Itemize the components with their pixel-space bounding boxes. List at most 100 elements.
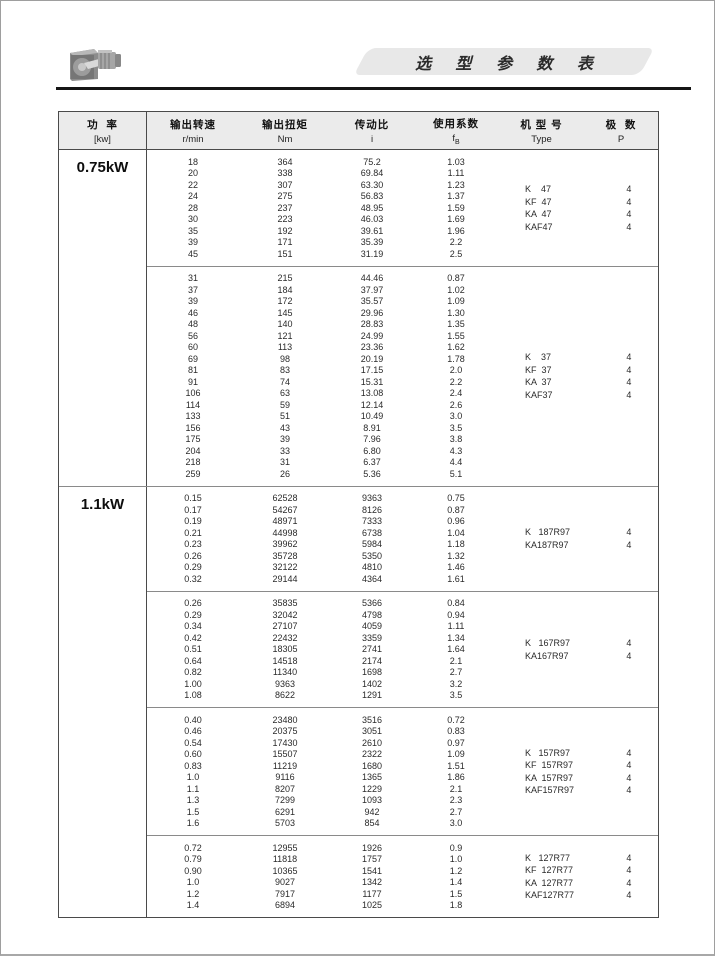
table-row: 0.23 39962 5984 1.18 [147,539,658,551]
table-row: 133 51 10.49 3.0 [147,411,658,423]
ratio-value: 24.99 [360,330,384,341]
speed-value: 24 [187,191,198,202]
model-value: K 187R97 [525,527,571,538]
col-ratio-unit: i [370,133,374,145]
ratio-value: 31.19 [360,248,384,259]
speed-value: 0.26 [184,550,202,561]
data-block: 31 215 44.46 0.87 37 184 37.97 1.02 39 172 35.57 1.… [147,265,658,486]
speed-value: 60 [187,342,198,353]
model-value: KA 127R77 [525,877,574,888]
poles-value: 4 [626,852,632,863]
power-label: 0.75kW [76,159,129,176]
factor-value: 1.69 [447,214,465,225]
table-row: 218 31 6.37 4.4 [147,457,658,469]
factor-value: 0.97 [447,737,465,748]
model-value: KAF47 [525,221,553,232]
ratio-value: 10.49 [360,411,384,422]
factor-value: 2.7 [449,806,463,817]
table-row: 1.3 7299 1093 2.3 [147,795,658,807]
power-label: 1.1kW [80,495,125,513]
type-row: KA187R97 4 [499,539,658,552]
ratio-value: 2741 [361,644,383,655]
model-value: KAF37 [525,389,553,400]
torque-value: 32122 [272,562,298,573]
table-row: 0.72 12955 1926 0.9 [147,842,658,854]
torque-value: 14518 [272,655,298,666]
speed-value: 1.08 [184,690,202,701]
torque-value: 62528 [272,493,298,504]
speed-value: 0.40 [184,714,202,725]
speed-value: 133 [185,411,201,422]
speed-value: 48 [187,319,198,330]
ratio-value: 5984 [361,539,383,550]
type-row: KA 157R97 4 [499,772,658,785]
ratio-value: 13.08 [360,388,384,399]
speed-value: 28 [187,202,198,213]
ratio-value: 69.84 [360,168,384,179]
torque-value: 32042 [272,609,298,620]
header-rule [56,87,691,90]
factor-value: 1.34 [447,632,465,643]
table-row: 0.64 14518 2174 2.1 [147,655,658,667]
factor-value: 2.6 [449,399,463,410]
type-block: K 167R97 4 KA167R97 4 [499,592,658,708]
table-row: 0.19 48971 7333 0.96 [147,516,658,528]
speed-value: 31 [187,273,198,284]
torque-value: 171 [277,237,293,248]
factor-value: 1.09 [447,749,465,760]
model-value: K 37 [525,352,552,363]
factor-value: 0.87 [447,504,465,515]
factor-value: 2.1 [449,655,463,666]
speed-value: 0.34 [184,621,202,632]
type-row: KAF37 4 [499,389,658,402]
ratio-value: 6738 [361,527,383,538]
section-blocks: 0.15 62528 9363 0.75 0.17 54267 8126 0.87 0.19 48… [147,487,658,918]
factor-value: 0.94 [447,609,465,620]
speed-value: 0.29 [184,609,202,620]
type-block: K 187R97 4 KA187R97 4 [499,487,658,591]
ratio-value: 1025 [361,900,383,911]
type-block: K 47 4 KF 47 4 KA 47 4 KAF47 4 [499,150,658,266]
ratio-value: 23.36 [360,342,384,353]
table-row: 1.0 9027 1342 1.4 [147,877,658,889]
torque-value: 27107 [272,621,298,632]
speed-value: 259 [185,468,201,479]
ratio-value: 4364 [361,573,383,584]
speed-value: 0.29 [184,562,202,573]
torque-value: 59 [279,399,290,410]
speed-value: 1.6 [186,818,200,829]
factor-value: 0.9 [449,842,463,853]
factor-value: 0.96 [447,516,465,527]
speed-value: 1.5 [186,806,200,817]
table-row: 28 237 48.95 1.59 [147,202,658,214]
table-row: 18 364 75.2 1.03 [147,156,658,168]
speed-value: 218 [185,457,201,468]
ratio-value: 5.36 [363,468,381,479]
torque-value: 20375 [272,726,298,737]
factor-value: 1.8 [449,900,463,911]
table-row: 0.17 54267 8126 0.87 [147,504,658,516]
table-row: 1.2 7917 1177 1.5 [147,888,658,900]
torque-value: 29144 [272,573,298,584]
torque-value: 35728 [272,550,298,561]
ratio-value: 48.95 [360,202,384,213]
speed-value: 1.00 [184,678,202,689]
ratio-value: 1342 [361,877,383,888]
torque-value: 63 [279,388,290,399]
torque-value: 12955 [272,842,298,853]
speed-value: 0.64 [184,655,202,666]
ratio-value: 7333 [361,516,383,527]
ratio-value: 1402 [361,678,383,689]
speed-value: 156 [185,422,201,433]
model-value: KAF157R97 [525,785,575,796]
torque-value: 237 [277,202,293,213]
ratio-value: 20.19 [360,353,384,364]
table-row: 0.32 29144 4364 1.61 [147,573,658,585]
speed-value: 0.82 [184,667,202,678]
factor-value: 1.96 [447,225,465,236]
table-row: 259 26 5.36 5.1 [147,468,658,480]
speed-value: 18 [187,156,198,167]
torque-value: 6894 [274,900,296,911]
speed-value: 81 [187,365,198,376]
model-value: KA 47 [525,209,552,219]
